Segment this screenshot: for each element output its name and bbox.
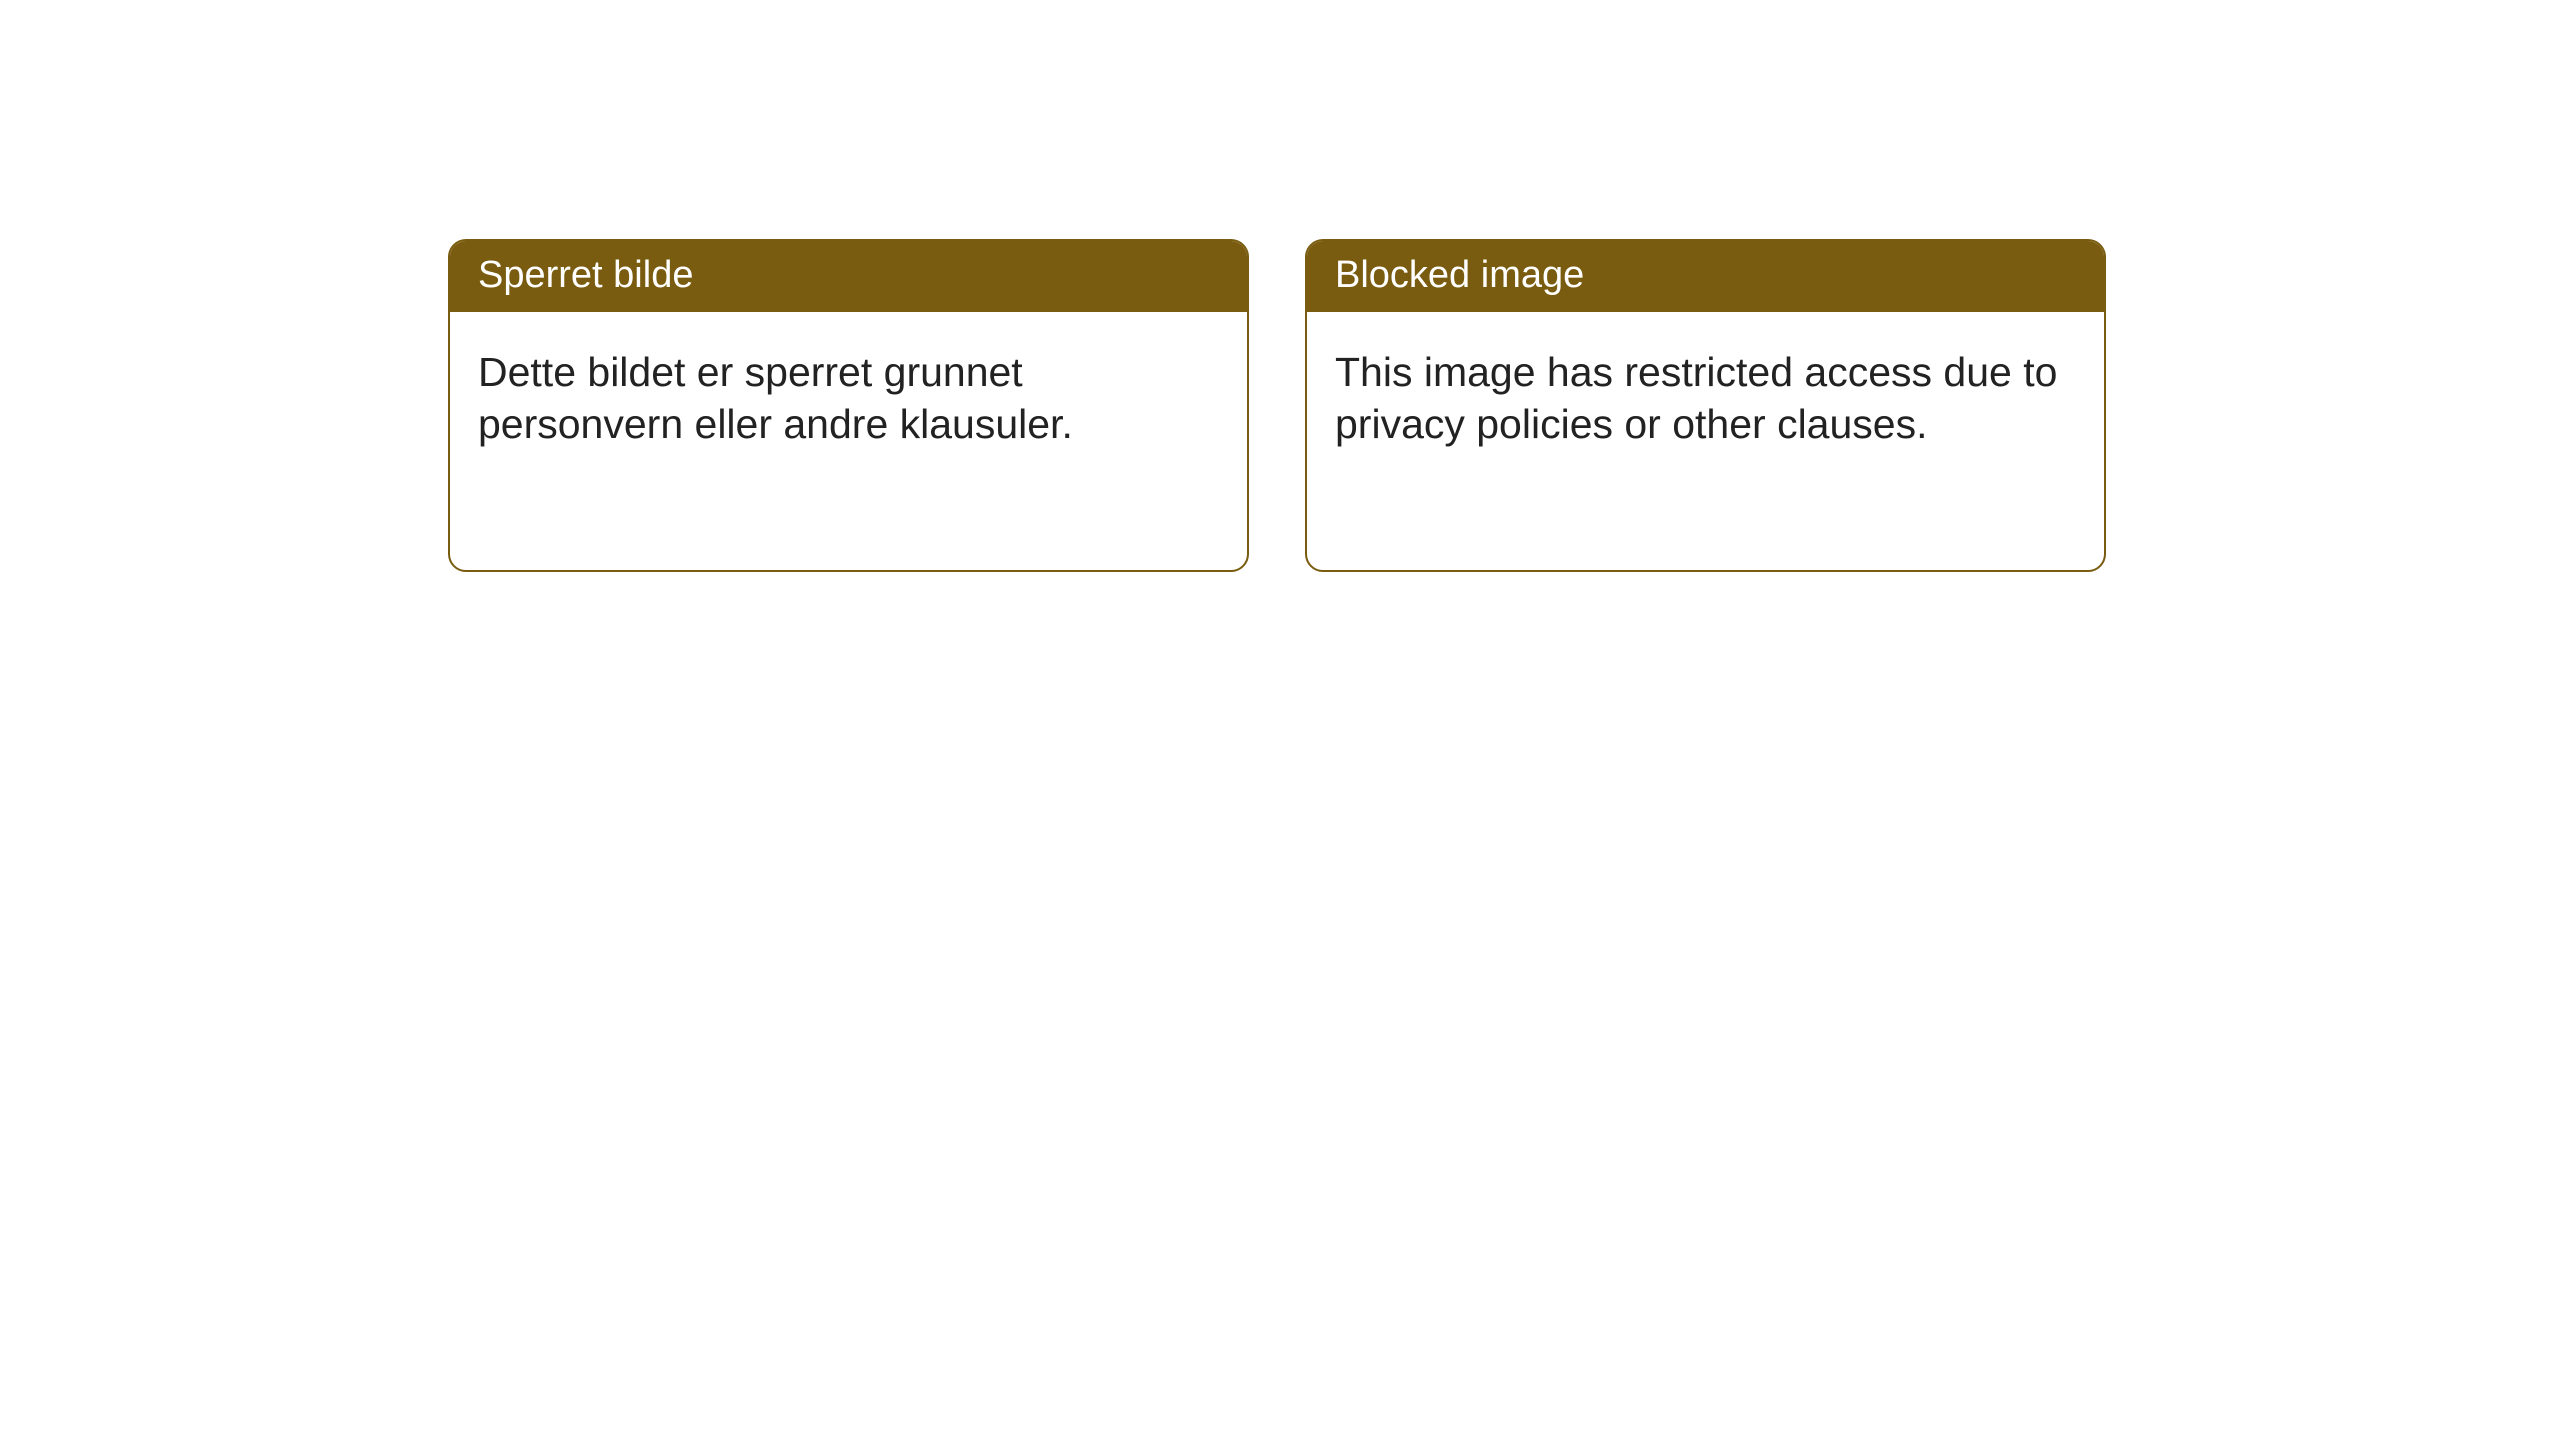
notice-header: Blocked image <box>1307 241 2104 312</box>
notice-body: This image has restricted access due to … <box>1307 312 2104 570</box>
notice-container: Sperret bilde Dette bildet er sperret gr… <box>448 239 2106 572</box>
notice-header: Sperret bilde <box>450 241 1247 312</box>
notice-box-english: Blocked image This image has restricted … <box>1305 239 2106 572</box>
notice-box-norwegian: Sperret bilde Dette bildet er sperret gr… <box>448 239 1249 572</box>
notice-body: Dette bildet er sperret grunnet personve… <box>450 312 1247 570</box>
